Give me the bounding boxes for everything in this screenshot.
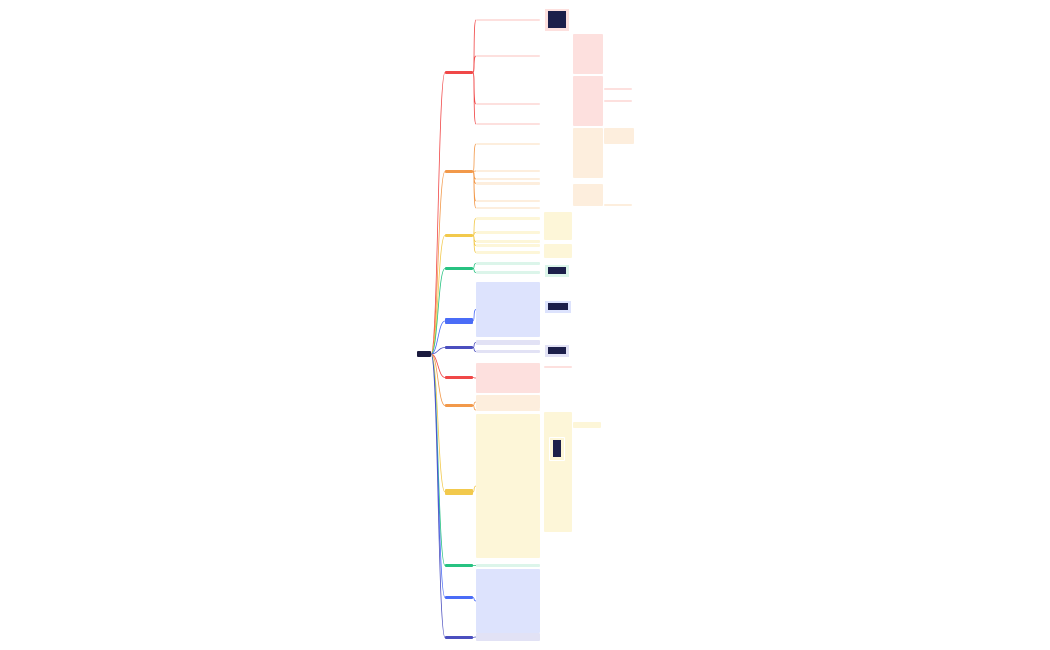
topic-node[interactable] <box>476 363 540 393</box>
topic-node[interactable] <box>476 251 540 254</box>
subtopic-node[interactable] <box>604 88 632 90</box>
topic-node[interactable] <box>476 350 540 353</box>
child-connector <box>472 405 477 411</box>
subtopic-node[interactable] <box>604 204 632 206</box>
subtopic-node[interactable] <box>573 422 601 428</box>
topic-node[interactable] <box>476 55 540 57</box>
branch-connector <box>430 268 446 355</box>
child-connector <box>472 268 477 273</box>
subtopic-node[interactable] <box>604 100 632 102</box>
subtopic-node[interactable] <box>573 184 603 206</box>
subtopic-node[interactable] <box>573 34 603 74</box>
branch-connector <box>430 353 446 406</box>
topic-node[interactable] <box>476 217 540 220</box>
topic-node[interactable] <box>476 395 540 409</box>
branch-node[interactable] <box>445 489 473 495</box>
branch-node[interactable] <box>445 318 473 324</box>
branch-connector <box>430 353 446 598</box>
embedded-image <box>548 347 566 354</box>
branch-node[interactable] <box>445 267 473 270</box>
subtopic-node[interactable] <box>544 412 572 532</box>
subtopic-node[interactable] <box>544 366 572 368</box>
child-connector <box>472 235 477 253</box>
topic-node[interactable] <box>476 633 540 641</box>
subtopic-node[interactable] <box>573 128 603 178</box>
embedded-image <box>548 267 566 274</box>
embedded-image <box>548 303 568 310</box>
topic-node[interactable] <box>476 244 540 247</box>
topic-node[interactable] <box>476 103 540 105</box>
image-node[interactable] <box>544 264 570 278</box>
subtopic-node[interactable] <box>544 212 572 240</box>
child-connector <box>472 143 477 172</box>
topic-node[interactable] <box>476 182 540 185</box>
branch-connector <box>430 353 446 566</box>
topic-node[interactable] <box>476 200 540 202</box>
topic-node[interactable] <box>476 282 540 337</box>
branch-connector <box>430 320 446 355</box>
topic-node[interactable] <box>476 340 540 345</box>
branch-node[interactable] <box>445 636 473 639</box>
subtopic-node[interactable] <box>544 244 572 258</box>
topic-node[interactable] <box>476 207 540 209</box>
branch-node[interactable] <box>445 170 473 173</box>
branch-node[interactable] <box>445 234 473 237</box>
topic-node[interactable] <box>476 271 540 274</box>
topic-node[interactable] <box>476 409 540 411</box>
branch-node[interactable] <box>445 564 473 567</box>
topic-node[interactable] <box>476 123 540 125</box>
branch-connector <box>430 353 446 638</box>
branch-connector <box>430 72 446 355</box>
child-connector <box>472 72 477 125</box>
branch-connector <box>430 353 446 493</box>
branch-node[interactable] <box>445 346 473 349</box>
topic-node[interactable] <box>476 569 540 633</box>
image-node[interactable] <box>544 344 570 358</box>
child-connector <box>472 171 477 209</box>
topic-node[interactable] <box>476 564 540 567</box>
child-connector <box>472 377 477 379</box>
subtopic-node[interactable] <box>604 128 634 144</box>
embedded-image <box>548 11 566 28</box>
topic-node[interactable] <box>476 414 540 558</box>
branch-connector <box>430 347 446 355</box>
image-node[interactable] <box>544 8 570 32</box>
image-node[interactable] <box>549 437 565 461</box>
topic-node[interactable] <box>476 178 540 180</box>
topic-node[interactable] <box>476 231 540 234</box>
child-connector <box>472 597 477 602</box>
child-connector <box>472 309 477 322</box>
topic-node[interactable] <box>476 19 540 21</box>
child-connector <box>472 55 477 73</box>
root-node[interactable] <box>417 351 431 357</box>
branch-node[interactable] <box>445 376 473 379</box>
embedded-image <box>553 440 561 457</box>
child-connector <box>472 485 477 493</box>
child-connector <box>472 636 477 638</box>
child-connector <box>472 347 477 352</box>
topic-node[interactable] <box>476 262 540 265</box>
topic-node[interactable] <box>476 170 540 172</box>
subtopic-node[interactable] <box>573 104 603 120</box>
branch-node[interactable] <box>445 71 473 74</box>
branch-node[interactable] <box>445 404 473 407</box>
topic-node[interactable] <box>476 143 540 145</box>
image-node[interactable] <box>544 300 572 314</box>
topic-node[interactable] <box>476 240 540 243</box>
branch-node[interactable] <box>445 596 473 599</box>
